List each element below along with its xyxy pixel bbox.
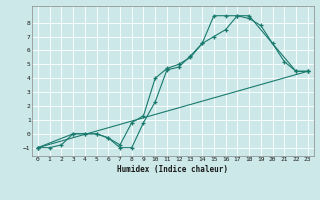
X-axis label: Humidex (Indice chaleur): Humidex (Indice chaleur): [117, 165, 228, 174]
